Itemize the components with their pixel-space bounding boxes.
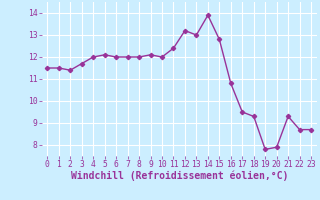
X-axis label: Windchill (Refroidissement éolien,°C): Windchill (Refroidissement éolien,°C) xyxy=(70,171,288,181)
